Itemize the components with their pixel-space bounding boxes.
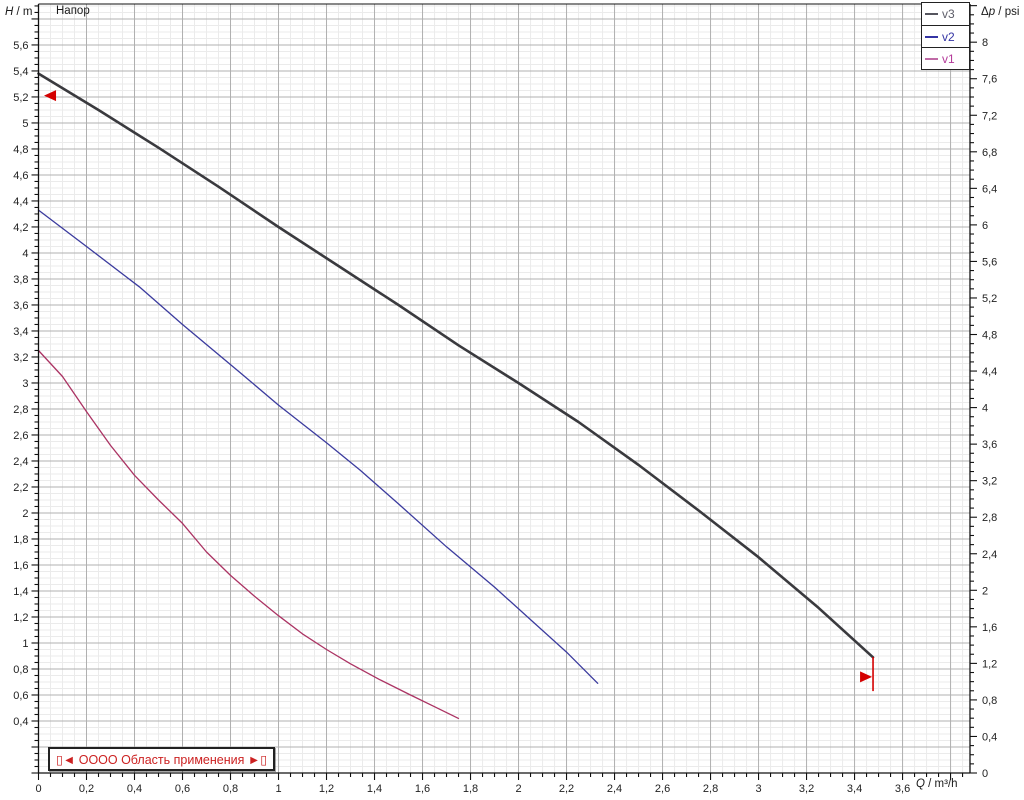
x-tick-label: 3,6 xyxy=(895,783,910,795)
y-right-tick-label: 7,6 xyxy=(982,74,997,86)
y-left-tick-label: 1 xyxy=(22,638,28,650)
v1-line-icon xyxy=(925,57,938,60)
y-right-tick-label: 2 xyxy=(982,585,988,597)
y-left-tick-label: 5,4 xyxy=(13,66,28,78)
y-left-tick-label: 2 xyxy=(22,508,28,520)
y-right-tick-label: 0,8 xyxy=(982,695,997,707)
x-tick-label: 1 xyxy=(275,783,281,795)
y-right-tick-label: 0,4 xyxy=(982,731,997,743)
y-right-tick-label: 0 xyxy=(982,768,988,780)
y-right-tick-label: 1,6 xyxy=(982,622,997,634)
curve-v2[interactable] xyxy=(37,209,599,684)
bottom-axis-var: Q xyxy=(916,778,925,790)
right-axis-var: p xyxy=(988,6,996,18)
y-left-tick-label: 0,6 xyxy=(13,690,28,702)
x-tick-label: 2 xyxy=(515,783,521,795)
y-left-tick-label: 4,4 xyxy=(13,196,28,208)
right-axis-unit-label: Δp / psi xyxy=(981,6,1020,18)
y-left-tick-label: 4,8 xyxy=(13,144,28,156)
y-right-tick-label: 5,6 xyxy=(982,256,997,268)
v2-line-icon xyxy=(925,35,938,38)
y-left-tick-label: 1,8 xyxy=(13,534,28,546)
y-left-tick-label: 0,4 xyxy=(13,716,28,728)
y-right-tick-label: 2,4 xyxy=(982,549,997,561)
y-right-tick-label: 4,4 xyxy=(982,366,997,378)
y-left-tick-label: 0,8 xyxy=(13,664,28,676)
y-left-tick-label: 1,2 xyxy=(13,612,28,624)
x-tick-label: 3,2 xyxy=(799,783,814,795)
y-left-tick-label: 5,6 xyxy=(13,40,28,52)
legend-item-v1[interactable]: v1 xyxy=(922,47,969,69)
legend-item-v2[interactable]: v2 xyxy=(922,25,969,47)
y-right-tick-label: 7,2 xyxy=(982,110,997,122)
y-left-tick-label: 3 xyxy=(22,378,28,390)
x-tick-label: 2,2 xyxy=(559,783,574,795)
y-right-tick-label: 6 xyxy=(982,220,988,232)
legend: v3 v2 v1 xyxy=(921,2,970,70)
y-left-tick-label: 1,4 xyxy=(13,586,28,598)
y-left-tick-label: 4,2 xyxy=(13,222,28,234)
curve-v3[interactable] xyxy=(37,72,875,659)
left-axis-unit-label: H / m xyxy=(5,6,33,18)
y-right-tick-label: 5,2 xyxy=(982,293,997,305)
y-right-tick-label: 1,2 xyxy=(982,658,997,670)
left-axis-var: H xyxy=(5,6,14,18)
y-right-tick-label: 8 xyxy=(982,37,988,49)
y-left-tick-label: 3,2 xyxy=(13,352,28,364)
x-tick-label: 2,8 xyxy=(703,783,718,795)
range-start-arrow-icon xyxy=(44,90,57,102)
y-left-tick-label: 3,4 xyxy=(13,326,28,338)
y-right-tick-label: 3,2 xyxy=(982,476,997,488)
y-left-tick-label: 3,6 xyxy=(13,300,28,312)
x-tick-label: 2,4 xyxy=(607,783,622,795)
curve-v1[interactable] xyxy=(37,349,460,720)
y-left-tick-label: 5,2 xyxy=(13,92,28,104)
x-tick-label: 2,6 xyxy=(655,783,670,795)
legend-label-v1: v1 xyxy=(942,51,955,66)
v3-line-icon xyxy=(925,13,938,15)
legend-label-v3: v3 xyxy=(942,7,955,21)
y-left-tick-label: 3,8 xyxy=(13,274,28,286)
y-left-tick-label: 4 xyxy=(22,248,28,260)
x-tick-label: 3,4 xyxy=(847,783,862,795)
y-left-tick-label: 1,6 xyxy=(13,560,28,572)
y-right-tick-label: 3,6 xyxy=(982,439,997,451)
x-tick-label: 0,2 xyxy=(79,783,94,795)
x-tick-label: 0 xyxy=(35,783,41,795)
x-tick-label: 1,8 xyxy=(463,783,478,795)
x-tick-label: 1,6 xyxy=(415,783,430,795)
x-tick-label: 1,2 xyxy=(319,783,334,795)
y-left-tick-label: 5 xyxy=(22,118,28,130)
legend-label-v2: v2 xyxy=(942,29,955,44)
y-left-tick-label: 2,8 xyxy=(13,404,28,416)
x-tick-label: 0,8 xyxy=(223,783,238,795)
y-right-tick-label: 4,8 xyxy=(982,330,997,342)
chart-title: Напор xyxy=(56,5,90,17)
y-left-tick-label: 2,2 xyxy=(13,482,28,494)
y-right-tick-label: 6,8 xyxy=(982,147,997,159)
x-tick-label: 3 xyxy=(755,783,761,795)
legend-item-v3[interactable]: v3 xyxy=(922,3,969,25)
y-left-tick-label: 2,4 xyxy=(13,456,28,468)
y-right-tick-label: 6,4 xyxy=(982,183,997,195)
application-range-box: ▯◄ ОООО Область применения ►▯ xyxy=(48,747,276,771)
y-right-tick-label: 2,8 xyxy=(982,512,997,524)
x-tick-label: 1,4 xyxy=(367,783,382,795)
y-left-tick-label: 2,6 xyxy=(13,430,28,442)
bottom-axis-unit-label: Q / m³/h xyxy=(916,778,958,790)
y-right-tick-label: 4 xyxy=(982,403,988,415)
x-tick-label: 0,6 xyxy=(175,783,190,795)
y-left-tick-label: 4,6 xyxy=(13,170,28,182)
range-end-arrow-icon xyxy=(860,671,873,683)
application-range-label: ▯◄ ОООО Область применения ►▯ xyxy=(56,752,268,767)
x-tick-label: 0,4 xyxy=(127,783,142,795)
